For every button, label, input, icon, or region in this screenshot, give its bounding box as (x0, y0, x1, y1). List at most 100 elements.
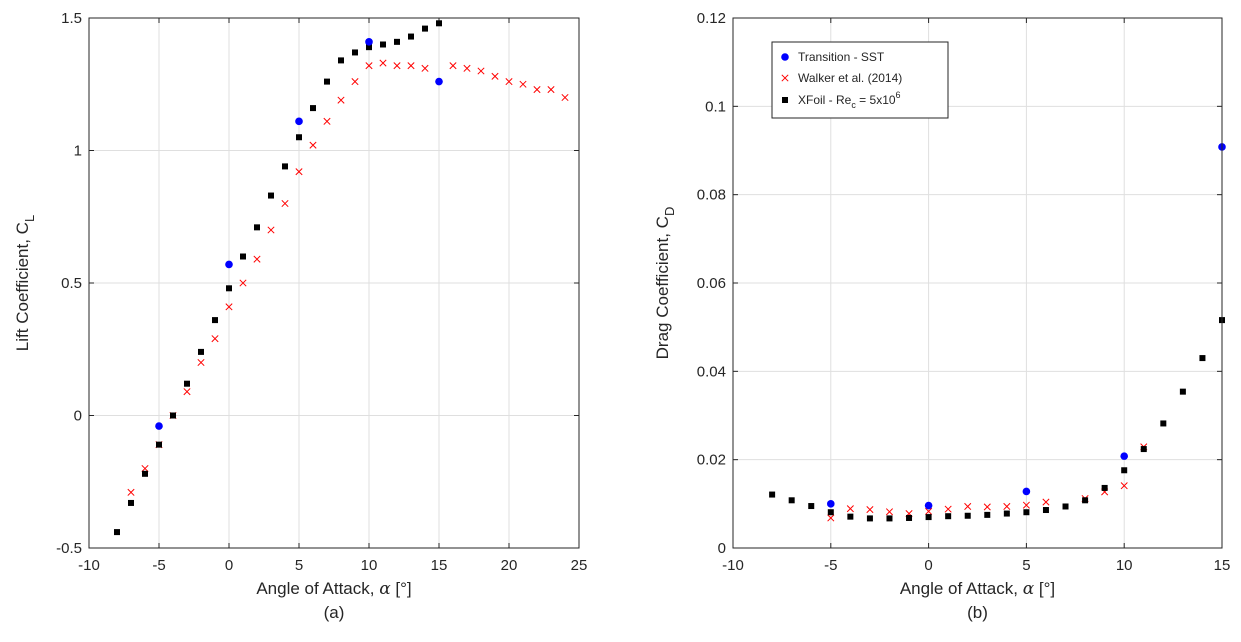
panel-a-label: (a) (324, 603, 345, 622)
panel-a-ytick-label: 1.5 (61, 10, 82, 27)
legend-marker-xfoil (782, 97, 788, 103)
panel-b-label: (b) (967, 603, 988, 622)
panel-b-ytick-label: 0 (718, 540, 726, 557)
panel-a-walker-point (491, 72, 499, 80)
legend: Transition - SST Walker et al. (2014) XF… (771, 41, 949, 119)
panel-a-walker-point (421, 64, 429, 72)
panel-b-xfoil-point (827, 509, 834, 516)
panel-b-marks (769, 143, 1226, 522)
panel-a-walker-point (519, 80, 527, 88)
panel-a-walker-point (547, 85, 555, 94)
panel-b-sst-point (827, 500, 835, 508)
panel-a-walker-point (351, 78, 359, 86)
panel-b-xtick-label: 0 (924, 557, 932, 574)
panel-a-sst-point (435, 77, 443, 86)
panel-a-xfoil-point (184, 380, 190, 387)
panel-b-xfoil-point (1179, 388, 1186, 395)
panel-b-ylabel: Drag Coefficient, CD (653, 207, 677, 360)
panel-a-marks (114, 20, 569, 536)
panel-b-ticks: -10 -5 0 5 10 15 0 0.02 0.04 0.06 0.08 0.1 0.12 (697, 10, 1231, 574)
panel-b-xfoil-point (866, 515, 873, 522)
panel-a-walker-point (197, 358, 205, 367)
panel-a-xfoil-point (422, 25, 428, 32)
panel-b-xfoil-point (984, 511, 991, 518)
panel-b-xfoil-point (1082, 497, 1089, 504)
panel-a-walker-point (561, 93, 569, 102)
panel-b-walker-point (964, 502, 972, 511)
panel-b-xfoil-point (1140, 446, 1147, 453)
panel-b-sst-point (1022, 487, 1031, 496)
panel-a-walker-point (309, 141, 317, 149)
panel-a-walker-point (127, 488, 135, 496)
panel-b-xfoil-point (788, 497, 795, 504)
panel-b-ytick-label: 0.02 (697, 452, 726, 469)
panel-b-walker-point (1042, 498, 1050, 506)
panel-a-xtick-label: -10 (78, 557, 100, 574)
panel-a-xfoil-point (128, 499, 134, 506)
panel-b-xtick-label: 5 (1022, 557, 1030, 574)
panel-b-xfoil-point (925, 514, 932, 521)
panel-a-walker-point (295, 168, 303, 176)
panel-a-walker-point (449, 62, 457, 70)
panel-a-walker-point (239, 279, 247, 287)
panel-b-ytick-label: 0.06 (697, 275, 726, 292)
panel-a-walker-point (337, 96, 345, 104)
panel-b-ytick-label: 0.1 (705, 98, 726, 115)
panel-a-xfoil-point (254, 224, 260, 231)
panel-b-walker-point (1003, 502, 1011, 511)
panel-b-xlabel: Angle of Attack, α [°] (900, 579, 1055, 599)
panel-a-xfoil-point (394, 38, 400, 45)
panel-a-xfoil-point (212, 317, 218, 324)
panel-b-xfoil-point (906, 514, 913, 521)
panel-a-ylabel: Lift Coefficient, CL (13, 215, 37, 351)
panel-b-xfoil-point (1199, 355, 1206, 362)
panel-b-xfoil-point (1160, 420, 1167, 427)
panel-a-xfoil-point (380, 41, 386, 48)
legend-entry-sst: Transition - SST (798, 50, 885, 64)
legend-marker-walker (781, 74, 789, 82)
panel-b-xfoil-point (886, 515, 893, 522)
panel-a-walker-point (477, 67, 485, 75)
panel-b-ytick-label: 0.08 (697, 187, 726, 204)
panel-b-sst-point (1120, 452, 1128, 460)
panel-a-xfoil-point (366, 44, 372, 51)
panel-a-walker-point (407, 62, 415, 70)
panel-a-xfoil-point (296, 134, 302, 141)
panel-a-sst-point (365, 38, 373, 46)
panel-a-xfoil-point (198, 348, 204, 355)
panel-a-walker-point (463, 64, 471, 72)
panel-b-xtick-label: 15 (1214, 557, 1231, 574)
panel-a-sst-point (155, 422, 163, 430)
panel-b-walker-point (983, 503, 991, 511)
panel-b-ytick-label: 0.04 (697, 363, 726, 380)
legend-entry-xfoil: XFoil - Rec = 5x106 (798, 90, 901, 110)
panel-a-xfoil-point (324, 78, 330, 85)
panel-a-ytick-label: 0 (74, 408, 82, 425)
panel-b-walker-point (846, 505, 854, 513)
panel-a-walker-point (141, 464, 149, 473)
panel-a-xfoil-point (408, 33, 414, 40)
panel-a-xfoil-point (240, 253, 246, 260)
panel-a-walker-point (379, 59, 387, 67)
panel-a-walker-point (393, 62, 401, 70)
panel-a-walker-point (365, 62, 373, 70)
panel-a-xfoil-point (142, 470, 148, 477)
panel-b-xfoil-point (1023, 509, 1030, 516)
panel-b-xfoil-point (1101, 484, 1108, 491)
panel-b-walker-point (944, 505, 952, 513)
panel-a-xfoil-point (310, 105, 316, 112)
panel-a-xtick-label: -5 (152, 557, 165, 574)
panel-a-ytick-label: 0.5 (61, 275, 82, 292)
legend-markers (781, 53, 789, 103)
panel-b-walker-point (925, 507, 933, 515)
panel-a: -10 -5 0 5 10 15 20 25 -0.5 0 0.5 1 1.5 Angle of Att… (13, 10, 587, 622)
panel-a-xtick-label: 25 (571, 557, 588, 574)
legend-box (771, 41, 949, 119)
panel-b-xtick-label: -5 (824, 557, 837, 574)
panel-a-walker-point (211, 335, 219, 343)
panel-b-xfoil-point (1121, 467, 1128, 474)
panel-a-xtick-label: 10 (361, 557, 378, 574)
panel-a-xfoil-point (282, 163, 288, 170)
panel-a-xfoil-point (156, 441, 162, 448)
